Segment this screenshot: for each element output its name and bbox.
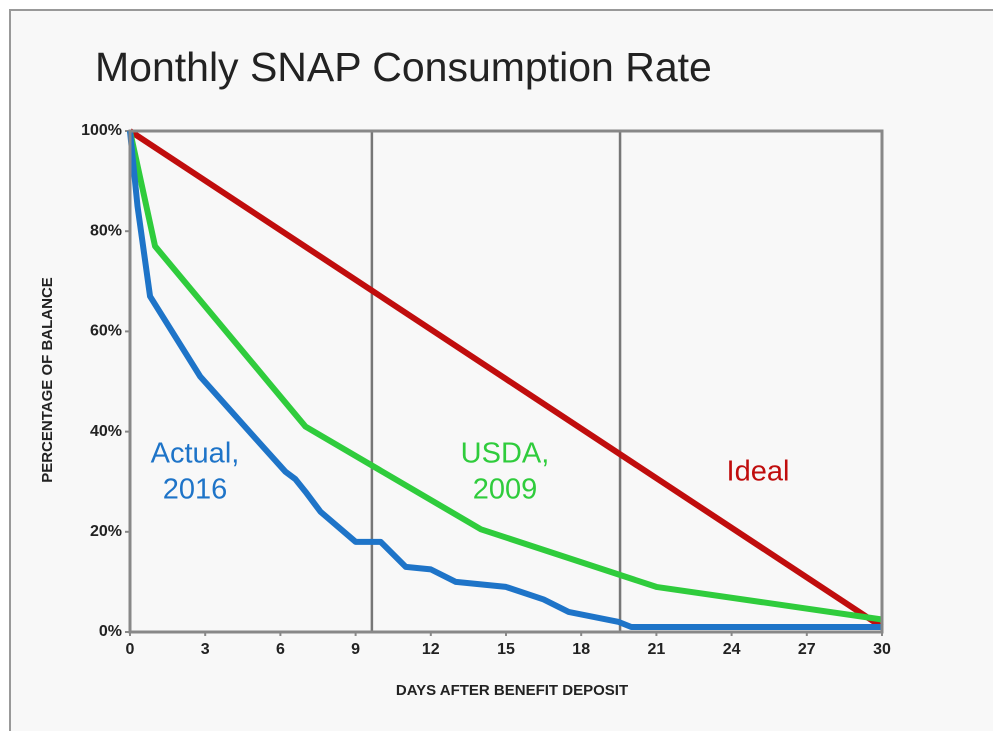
- frame: [9, 9, 993, 731]
- x-tick-label: 24: [723, 641, 741, 658]
- plot-frame: [128, 129, 884, 634]
- chart-title: Monthly SNAP Consumption Rate: [95, 44, 712, 90]
- x-tick-label: 21: [648, 641, 666, 658]
- y-tick-label: 40%: [90, 423, 122, 440]
- y-tick-label: 0%: [99, 623, 122, 640]
- series-label: 2009: [473, 474, 538, 506]
- series-label: 2016: [163, 474, 228, 506]
- x-tick-label: 3: [201, 641, 210, 658]
- series-line: [127, 130, 883, 623]
- series-label: USDA,: [461, 438, 550, 470]
- x-tick-label: 27: [798, 641, 816, 658]
- y-tick-label: 100%: [81, 122, 122, 139]
- x-tick-label: 18: [572, 641, 590, 658]
- x-tick-label: 12: [422, 641, 440, 658]
- x-tick-label: 30: [873, 641, 891, 658]
- x-tick-label: 15: [497, 641, 515, 658]
- y-tick-label: 80%: [90, 222, 122, 239]
- y-axis-label: PERCENTAGE OF BALANCE: [39, 277, 56, 483]
- series-line: [127, 130, 882, 630]
- y-tick-label: 60%: [90, 323, 122, 340]
- x-tick-label: 9: [351, 641, 360, 658]
- series-label: Actual,: [151, 438, 240, 470]
- series-line: [128, 128, 884, 630]
- x-tick-label: 6: [276, 641, 285, 658]
- x-tick-label: 0: [126, 641, 135, 658]
- series-label: Ideal: [727, 456, 790, 488]
- x-axis-label: DAYS AFTER BENEFIT DEPOSIT: [396, 682, 628, 699]
- y-tick-label: 20%: [90, 523, 122, 540]
